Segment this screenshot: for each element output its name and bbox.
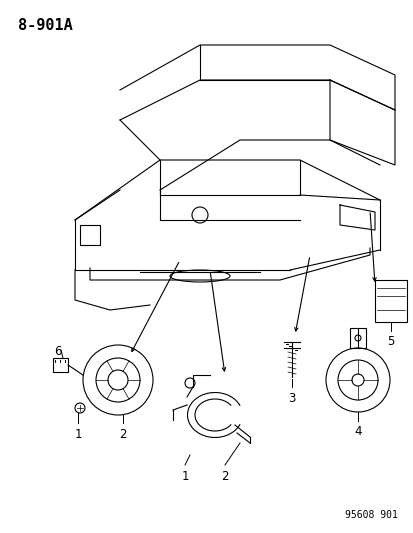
Text: 2: 2 — [119, 428, 126, 441]
Bar — [53, 358, 68, 372]
Text: 8-901A: 8-901A — [18, 18, 73, 33]
Text: 2: 2 — [221, 470, 228, 483]
Text: 4: 4 — [354, 425, 361, 438]
Text: 3: 3 — [287, 392, 295, 405]
Text: 1: 1 — [181, 470, 188, 483]
Text: 1: 1 — [74, 428, 81, 441]
Text: 5: 5 — [387, 335, 394, 348]
Text: 6: 6 — [54, 345, 62, 358]
Bar — [349, 328, 365, 348]
Bar — [374, 280, 406, 322]
Text: 95608 901: 95608 901 — [344, 510, 397, 520]
